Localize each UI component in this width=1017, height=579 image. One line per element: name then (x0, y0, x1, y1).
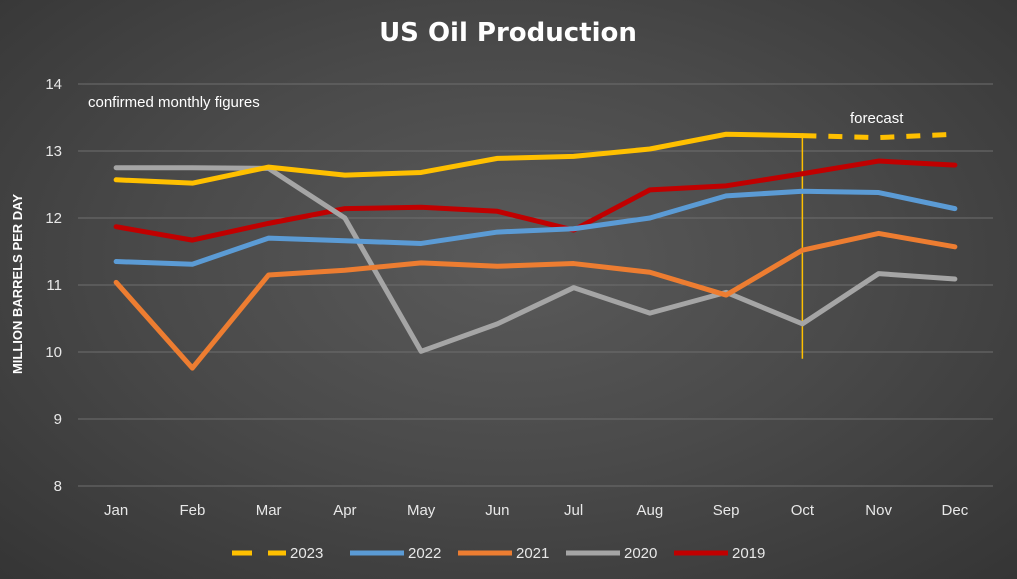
x-tick-label: Dec (942, 502, 969, 519)
y-axis-label: MILLION BARRELS PER DAY (10, 194, 25, 374)
x-tick-label: Jun (485, 502, 509, 519)
series-lines (113, 131, 958, 371)
forecast-annotation: forecast (850, 110, 904, 127)
legend-label-2019: 2019 (732, 545, 765, 562)
x-tick-label: Nov (865, 502, 892, 519)
x-tick-label: Jul (564, 502, 583, 519)
y-tick-label: 8 (54, 478, 62, 495)
series-line-2022 (113, 188, 958, 267)
y-tick-label: 11 (46, 277, 62, 294)
series-line-2023 (113, 131, 805, 186)
y-tick-label: 9 (54, 411, 62, 428)
series-forecast-line-2023 (802, 131, 955, 141)
legend-label-2023: 2023 (290, 545, 323, 562)
legend: 2023 2022 2021 2020 2019 (232, 545, 765, 562)
x-tick-label: Aug (637, 502, 664, 519)
chart-title: US Oil Production (379, 18, 637, 48)
y-axis-ticks: 8 9 10 11 12 13 14 (45, 76, 62, 495)
legend-label-2022: 2022 (408, 545, 441, 562)
y-tick-label: 14 (45, 76, 62, 93)
x-tick-label: Feb (179, 502, 205, 519)
legend-label-2021: 2021 (516, 545, 549, 562)
y-tick-label: 13 (45, 143, 62, 160)
y-tick-label: 12 (45, 210, 62, 227)
x-axis-ticks: Jan Feb Mar Apr May Jun Jul Aug Sep Oct Nov Dec (104, 502, 969, 519)
legend-label-2020: 2020 (624, 545, 657, 562)
x-tick-label: Apr (333, 502, 356, 519)
series-line-2020 (113, 165, 958, 354)
series-line-2019 (113, 158, 958, 243)
confirmed-annotation: confirmed monthly figures (88, 94, 260, 111)
y-tick-label: 10 (45, 344, 62, 361)
x-tick-label: Oct (791, 502, 815, 519)
x-tick-label: May (407, 502, 436, 519)
series-line-2021 (113, 230, 958, 371)
x-tick-label: Jan (104, 502, 128, 519)
x-tick-label: Sep (713, 502, 740, 519)
gridlines (78, 83, 993, 487)
x-tick-label: Mar (256, 502, 282, 519)
